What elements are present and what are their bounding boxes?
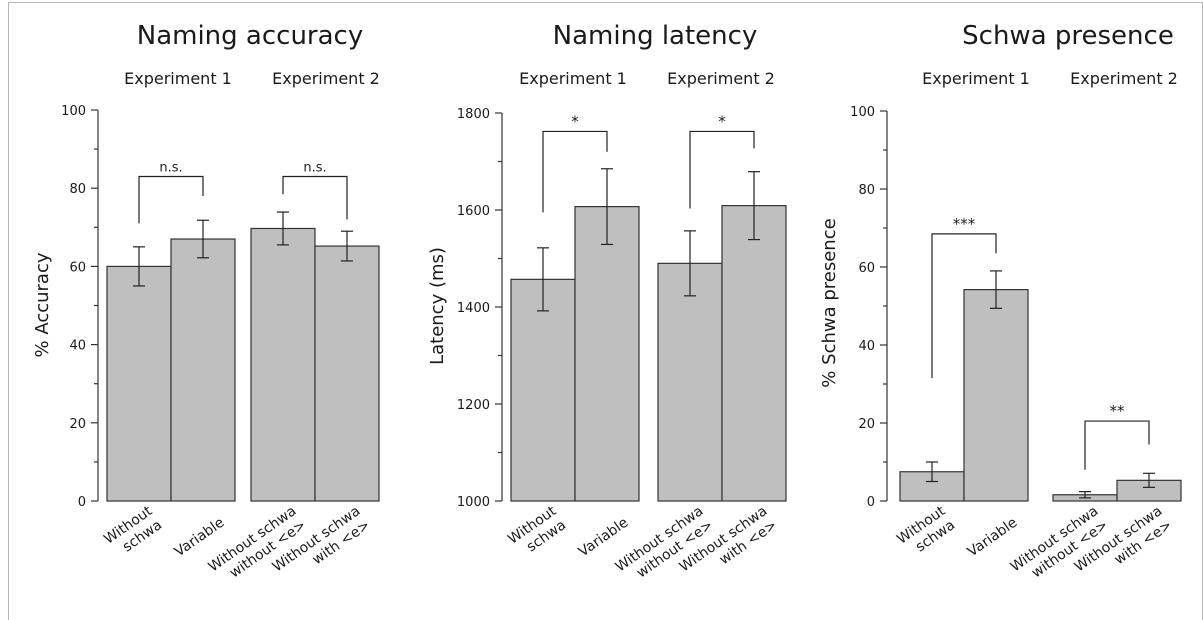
category-label-line: Variable: [965, 515, 1021, 561]
error-bar: [341, 230, 353, 262]
significance-bracket: [282, 175, 348, 220]
bar: [574, 206, 640, 502]
significance-bracket: [542, 130, 608, 213]
group-label: Experiment 1: [519, 69, 627, 88]
error-bar: [1079, 491, 1091, 499]
error-bar: [601, 168, 613, 246]
group-label: Experiment 2: [1070, 69, 1178, 88]
category-label-line: Variable: [576, 515, 632, 561]
y-tick-label: 80: [69, 182, 86, 197]
significance-label: *: [571, 112, 579, 130]
category-label: Variable: [576, 515, 632, 561]
panel-naming-accuracy: Naming accuracy Experiment 1 Experiment 2 0…: [32, 21, 380, 581]
error-bar: [277, 211, 289, 246]
error-bar: [748, 171, 760, 241]
panel-naming-latency: Naming latency Experiment 1 Experiment 2 10…: [427, 21, 787, 581]
significance-bracket: [138, 175, 204, 224]
y-tick-label: 1600: [457, 204, 490, 219]
y-tick-label: 100: [850, 105, 875, 120]
category-label: Withoutschwa: [505, 503, 569, 562]
y-tick-label: 60: [858, 261, 875, 276]
group-label: Experiment 2: [272, 69, 380, 88]
y-tick-label: 0: [867, 495, 875, 510]
significance-label: *: [718, 112, 726, 130]
error-bar: [1143, 472, 1155, 488]
bar: [170, 238, 236, 502]
error-bar: [990, 270, 1002, 309]
significance-bracket: [931, 233, 997, 379]
y-tick-label: 1400: [457, 301, 490, 316]
y-axis-label: % Accuracy: [32, 252, 53, 357]
panel-schwa-presence: Schwa presence Experiment 1 Experiment 2 0 2…: [819, 21, 1182, 581]
group-label: Experiment 1: [124, 69, 232, 88]
significance-label: n.s.: [159, 160, 182, 175]
y-tick-label: 20: [69, 417, 86, 432]
significance-label: **: [1110, 402, 1126, 420]
y-axis-label: % Schwa presence: [819, 218, 840, 387]
category-label: Withoutschwa: [894, 503, 958, 562]
bar: [106, 265, 172, 502]
chart-title: Schwa presence: [962, 21, 1174, 51]
bar: [510, 278, 576, 502]
category-label: Withoutschwa: [101, 503, 165, 562]
bar: [721, 205, 787, 502]
y-tick-label: 60: [69, 260, 86, 275]
chart-title: Naming accuracy: [137, 21, 363, 51]
bar: [657, 262, 723, 502]
group-label: Experiment 2: [667, 69, 775, 88]
y-axis-label: Latency (ms): [427, 247, 448, 365]
significance-bracket: [1084, 420, 1150, 470]
category-label: Variable: [965, 515, 1021, 561]
significance-label: n.s.: [303, 160, 326, 175]
y-tick-label: 80: [858, 183, 875, 198]
y-tick-label: 1800: [457, 107, 490, 122]
bar: [963, 289, 1029, 502]
y-tick-label: 0: [78, 495, 86, 510]
error-bar: [537, 247, 549, 312]
group-label: Experiment 1: [922, 69, 1030, 88]
chart-title: Naming latency: [553, 21, 758, 51]
y-tick-label: 40: [858, 339, 875, 354]
error-bar: [684, 230, 696, 297]
error-bar: [926, 461, 938, 483]
y-tick-label: 1200: [457, 398, 490, 413]
y-tick-label: 1000: [457, 495, 490, 510]
significance-label: ***: [953, 215, 976, 233]
y-tick-label: 40: [69, 339, 86, 354]
error-bar: [197, 219, 209, 259]
bar: [250, 227, 316, 502]
bar: [314, 245, 380, 502]
error-bar: [133, 246, 145, 287]
y-tick-label: 100: [61, 104, 86, 119]
y-tick-label: 20: [858, 417, 875, 432]
significance-bracket: [689, 130, 755, 209]
